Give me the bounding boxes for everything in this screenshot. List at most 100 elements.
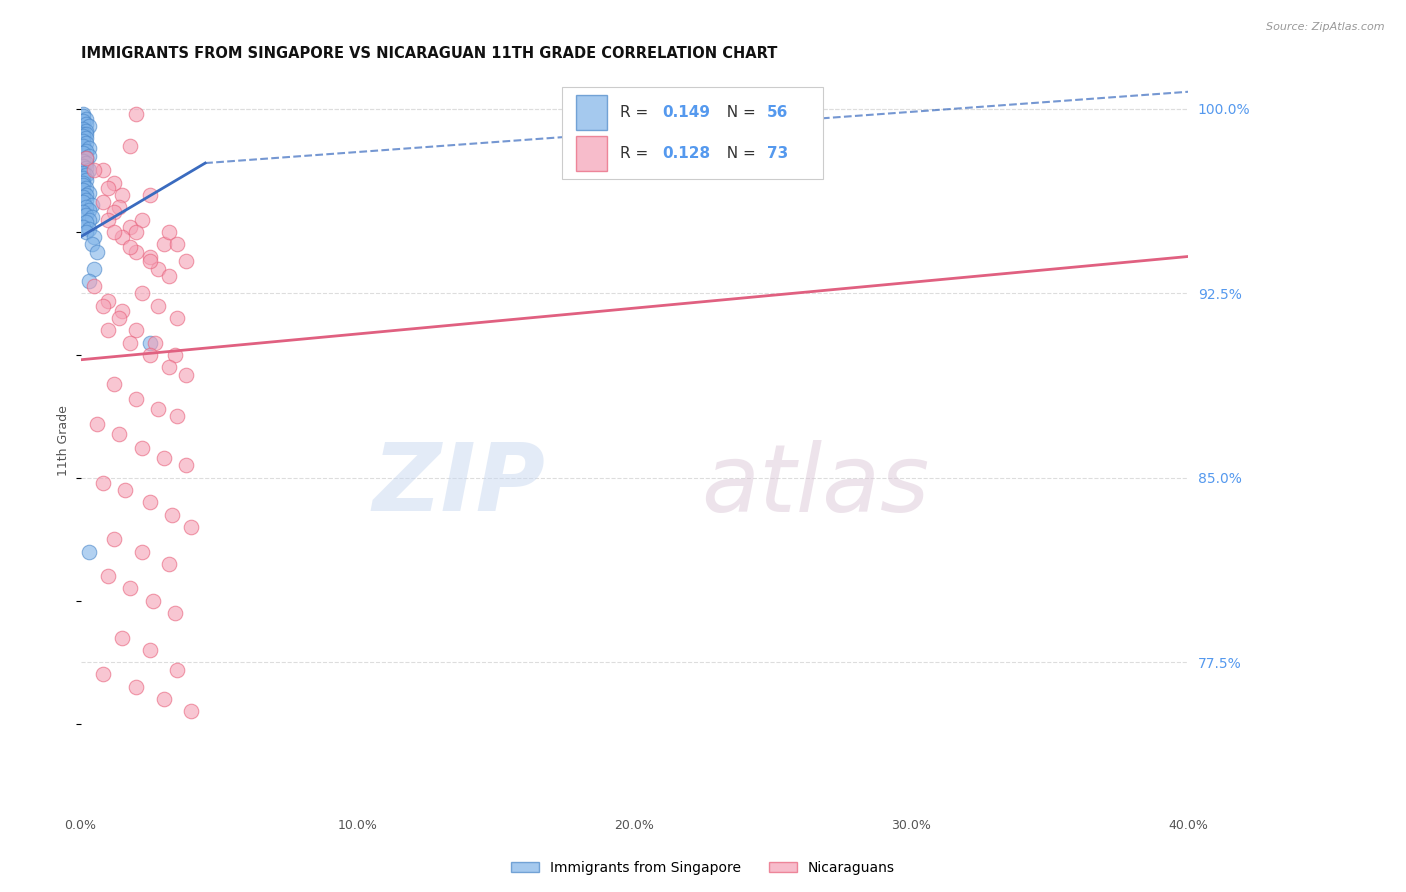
Point (77, 119, 100, 133)
Point (139, 254, 162, 268)
Point (125, 680, 148, 694)
Point (111, 631, 134, 645)
Point (75, 112, 97, 126)
Text: N =: N = (717, 145, 761, 161)
Text: ZIP: ZIP (373, 439, 546, 531)
Point (103, 205, 125, 219)
Point (72, 205, 94, 219)
Point (91, 163, 114, 178)
Point (72, 190, 94, 204)
Text: atlas: atlas (700, 440, 929, 531)
Point (75, 225, 97, 239)
Point (86, 417, 108, 431)
Point (114, 483, 136, 497)
Point (131, 286, 153, 301)
Text: R =: R = (620, 105, 652, 120)
Point (120, 219, 142, 234)
Point (108, 310, 131, 325)
Point (152, 237, 174, 252)
Text: 0.128: 0.128 (662, 145, 710, 161)
Point (166, 663, 188, 677)
Point (166, 237, 188, 252)
Point (120, 240, 142, 254)
Point (139, 335, 162, 350)
Point (72, 195, 94, 210)
Point (72, 129, 94, 144)
Point (72, 219, 94, 234)
Point (72, 146, 94, 161)
Point (75, 188, 97, 202)
Point (72, 183, 94, 197)
Point (103, 225, 125, 239)
Point (72, 107, 94, 121)
Text: 0.149: 0.149 (662, 105, 710, 120)
Point (111, 303, 134, 318)
Point (75, 208, 97, 222)
Point (86, 244, 108, 259)
Point (77, 149, 100, 163)
Point (72, 134, 94, 148)
Point (77, 186, 100, 200)
Point (166, 310, 188, 325)
Point (120, 335, 142, 350)
Point (131, 544, 153, 558)
Point (75, 173, 97, 187)
Point (75, 161, 97, 175)
Point (75, 144, 97, 158)
Point (146, 401, 169, 416)
Point (80, 198, 103, 212)
Text: N =: N = (717, 105, 761, 120)
Point (108, 200, 131, 214)
Legend: Immigrants from Singapore, Nicaraguans: Immigrants from Singapore, Nicaraguans (506, 855, 900, 880)
Point (131, 212, 153, 227)
Point (91, 299, 114, 313)
Point (103, 377, 125, 392)
Point (72, 127, 94, 141)
Point (75, 180, 97, 194)
Point (83, 163, 105, 178)
Point (111, 188, 134, 202)
Text: 56: 56 (768, 105, 789, 120)
Point (160, 508, 183, 522)
Point (77, 222, 100, 236)
Bar (575, 95, 606, 130)
Point (97, 323, 120, 337)
Point (91, 195, 114, 210)
Point (75, 200, 97, 214)
Point (75, 127, 97, 141)
Point (146, 261, 169, 276)
Point (83, 261, 105, 276)
Point (125, 323, 148, 337)
Point (120, 582, 142, 596)
Point (174, 458, 197, 473)
Text: Source: ZipAtlas.com: Source: ZipAtlas.com (1267, 22, 1385, 32)
Point (91, 667, 114, 681)
Point (103, 533, 125, 547)
Point (75, 169, 97, 183)
Point (97, 180, 120, 194)
Point (75, 117, 97, 131)
Point (143, 335, 166, 350)
Bar (562, 87, 823, 179)
Point (75, 136, 97, 151)
Point (83, 230, 105, 244)
Point (77, 212, 100, 227)
Point (72, 109, 94, 123)
Point (131, 442, 153, 456)
Point (142, 593, 165, 607)
Point (157, 557, 180, 571)
Point (77, 544, 100, 558)
Point (111, 230, 134, 244)
Point (139, 348, 162, 362)
Point (157, 269, 180, 284)
Point (91, 475, 114, 490)
Point (125, 107, 148, 121)
Point (139, 188, 162, 202)
Point (157, 360, 180, 375)
Point (72, 153, 94, 168)
Point (174, 368, 197, 382)
Point (174, 254, 197, 268)
Text: IMMIGRANTS FROM SINGAPORE VS NICARAGUAN 11TH GRADE CORRELATION CHART: IMMIGRANTS FROM SINGAPORE VS NICARAGUAN … (80, 46, 778, 62)
Point (75, 215, 97, 229)
Point (80, 237, 103, 252)
